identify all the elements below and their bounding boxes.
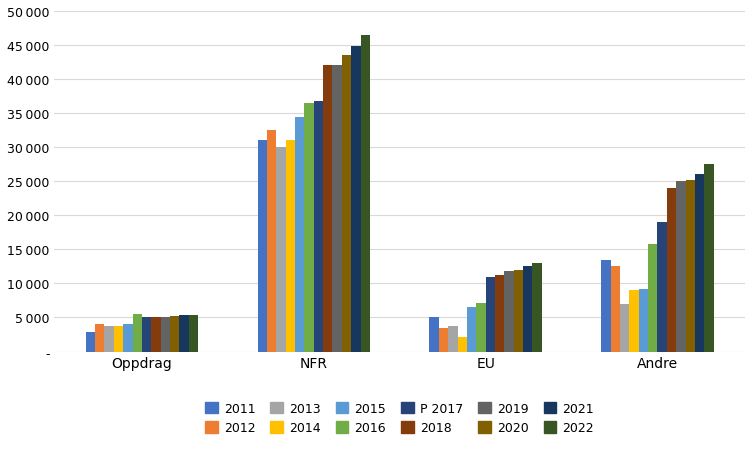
Bar	[258, 141, 267, 352]
Bar	[448, 326, 457, 352]
Bar	[620, 304, 629, 352]
Bar	[132, 314, 142, 352]
Bar	[648, 244, 657, 352]
Bar	[514, 270, 523, 352]
Bar	[638, 289, 648, 352]
Bar	[105, 326, 114, 352]
Bar	[342, 56, 351, 352]
Bar	[267, 131, 276, 352]
Bar	[276, 148, 286, 352]
Bar	[705, 165, 714, 352]
Bar	[170, 317, 179, 352]
Bar	[495, 276, 505, 352]
Bar	[457, 337, 467, 352]
Bar	[323, 66, 332, 352]
Bar	[123, 325, 132, 352]
Bar	[142, 318, 151, 352]
Bar	[305, 104, 314, 352]
Bar	[476, 303, 486, 352]
Bar	[286, 141, 295, 352]
Bar	[351, 47, 360, 352]
Bar	[95, 325, 105, 352]
Bar	[667, 189, 676, 352]
Bar	[676, 182, 686, 352]
Bar	[629, 290, 638, 352]
Bar	[360, 36, 370, 352]
Bar	[532, 263, 541, 352]
Bar	[486, 277, 495, 352]
Bar	[467, 308, 476, 352]
Bar	[114, 326, 123, 352]
Bar	[695, 175, 705, 352]
Bar	[602, 260, 611, 352]
Bar	[657, 223, 667, 352]
Bar	[161, 318, 170, 352]
Bar	[332, 66, 342, 352]
Bar	[439, 328, 448, 352]
Bar	[314, 101, 323, 352]
Bar	[179, 316, 189, 352]
Bar	[295, 117, 305, 352]
Bar	[429, 318, 439, 352]
Bar	[523, 267, 532, 352]
Bar	[686, 180, 695, 352]
Bar	[189, 315, 198, 352]
Bar	[86, 333, 95, 352]
Bar	[505, 272, 514, 352]
Legend: 2011, 2012, 2013, 2014, 2015, 2016, P 2017, 2018, 2019, 2020, 2021, 2022: 2011, 2012, 2013, 2014, 2015, 2016, P 20…	[205, 402, 594, 434]
Bar	[151, 317, 161, 352]
Bar	[611, 267, 620, 352]
